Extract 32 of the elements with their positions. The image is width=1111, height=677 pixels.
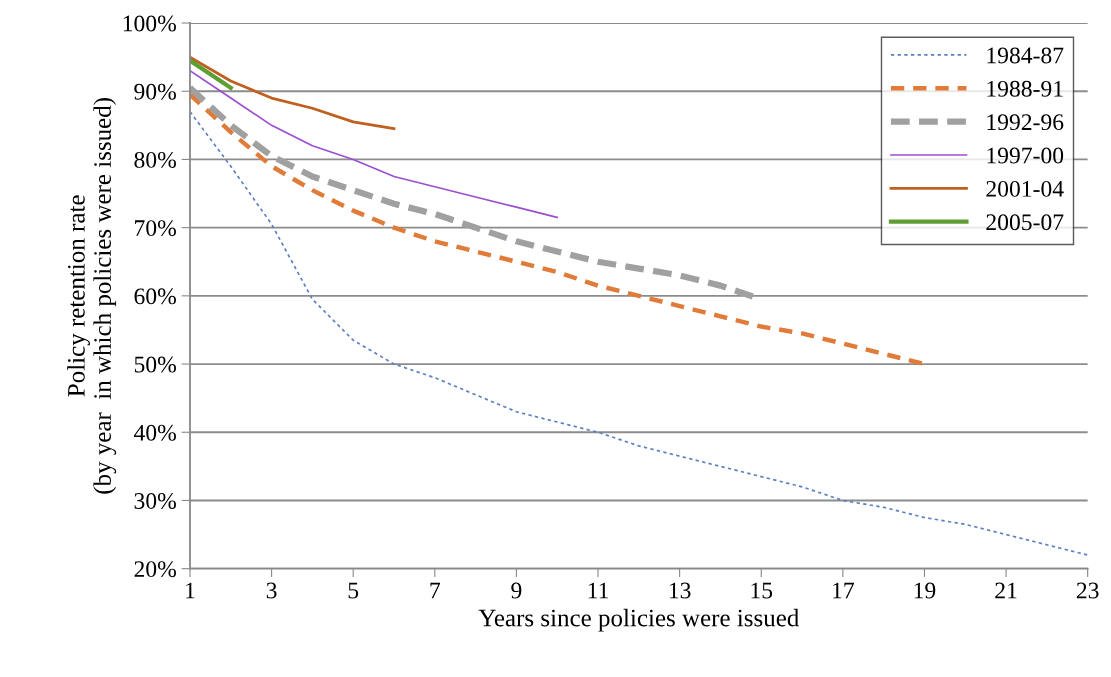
line-series (189, 69, 559, 219)
y-tick-label: 20% (134, 561, 176, 578)
legend-label: 1984-87 (987, 47, 1064, 64)
x-tick-label: 17 (833, 582, 854, 599)
x-tick-label: 3 (266, 582, 277, 599)
x-tick-label: 19 (914, 582, 936, 599)
y-tick-label: 100% (123, 15, 176, 32)
x-tick-label: 13 (669, 582, 691, 599)
x-tick-label: 23 (1076, 582, 1099, 599)
legend-label: 1997-00 (987, 147, 1064, 164)
x-tick-label: 15 (751, 582, 773, 599)
x-tick-label: 1 (186, 582, 195, 599)
y-tick-label: 70% (135, 220, 176, 237)
y-tick-label: 90% (134, 83, 176, 100)
y-tick-label: 60% (134, 288, 176, 305)
line-series (189, 110, 1088, 556)
x-tick-label: 9 (511, 582, 522, 599)
y-tick-label: 80% (134, 151, 176, 168)
legend-label: 1988-91 (987, 80, 1063, 97)
y-tick-label: 30% (134, 492, 176, 509)
x-tick-label: 11 (588, 582, 608, 599)
line-series (189, 55, 396, 131)
y-tick-label: 40% (133, 424, 176, 441)
y-tick-label: 50% (134, 356, 176, 373)
x-tick-label: 21 (995, 582, 1017, 599)
legend-label: 2005-07 (986, 214, 1064, 231)
x-tick-label: 7 (430, 582, 441, 599)
legend-label: 2001-04 (986, 180, 1064, 197)
x-tick-label: 5 (348, 582, 359, 599)
x-axis-title: Years since policies were issued (478, 608, 800, 632)
y-axis-title: Policy retention rate (by year in which policies were issued) (67, 98, 117, 494)
legend-label: 1992-96 (987, 114, 1064, 131)
